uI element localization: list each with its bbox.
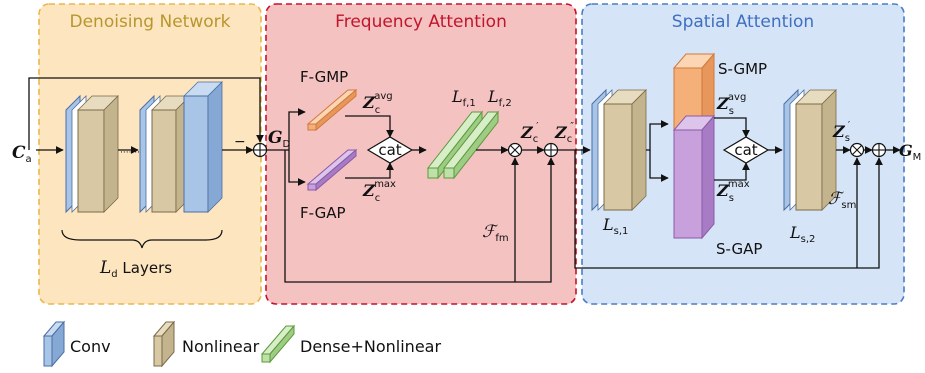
layers-dots: ······· (120, 148, 140, 158)
frequency-panel (265, 3, 577, 305)
zc-prime-label: Zc′ (520, 121, 539, 145)
denoising-skip-line (28, 77, 264, 150)
zs-prime-label: Zs′ (832, 120, 851, 144)
f-gmp-vector (306, 88, 358, 132)
denoising-final-conv (183, 81, 223, 213)
fork-to-gmp (288, 108, 306, 150)
ls2-label: Ls,2 (789, 223, 815, 245)
final-add-node (871, 142, 887, 158)
layers-label: Ld Layers (99, 258, 172, 280)
layers-brace (61, 229, 223, 249)
fsm-label: ℱsm (828, 189, 856, 211)
zs-avg-label: Zsavg (716, 92, 746, 117)
ffm-label: ℱfm (482, 222, 509, 244)
spatial-block-2 (783, 88, 837, 212)
zs-max-label: Zsmax (716, 179, 750, 204)
legend-conv: Conv (42, 320, 111, 368)
ls1-to-sgap (649, 150, 669, 182)
lf2-label: Lf,2 (487, 87, 512, 109)
legend-nonlinear-label: Nonlinear (182, 337, 260, 356)
dense-layer-2 (442, 110, 500, 180)
legend-conv-label: Conv (70, 337, 111, 356)
spatial-title: Spatial Attention (672, 12, 814, 32)
s-gap-label: S-GAP (716, 240, 762, 258)
frequency-cat-label: cat (378, 141, 401, 159)
legend-dense-label: Dense+Nonlinear (300, 337, 441, 356)
s-gmp-label: S-GMP (718, 60, 767, 78)
f-gap-vector (306, 148, 358, 192)
zc-dprime-label: Zc″ (554, 121, 574, 145)
spatial-multiply-node (849, 142, 865, 158)
minus-sign: − (234, 134, 246, 150)
zc-avg-label: Zcavg (362, 91, 393, 116)
output-gm: GM (899, 141, 921, 163)
fork-to-gap (288, 150, 306, 186)
sgap-to-cat (714, 162, 750, 181)
spatial-block-1 (591, 88, 647, 212)
spatial-cat-label: cat (734, 141, 757, 159)
denoising-title: Denoising Network (70, 12, 231, 32)
gd-label: GD (268, 128, 291, 150)
ls1-to-sgmp (646, 120, 669, 151)
frequency-add-node (543, 142, 559, 158)
input-ca: Ca (12, 143, 32, 165)
f-gap-label: F-GAP (300, 204, 346, 222)
frequency-title: Frequency Attention (335, 12, 507, 32)
sgmp-to-cat (714, 117, 750, 138)
gap-to-cat (345, 162, 394, 179)
gmp-to-cat (345, 115, 394, 138)
zc-residual-line (574, 150, 883, 269)
ls1-label: Ls,1 (602, 215, 628, 237)
f-gmp-label: F-GMP (300, 68, 348, 86)
subtract-node (252, 142, 268, 158)
denoising-block-1 (65, 94, 119, 214)
denoising-block-2 (139, 94, 191, 214)
legend-nonlinear: Nonlinear (152, 320, 260, 368)
legend-dense: Dense+Nonlinear (260, 324, 441, 364)
s-gap-map (672, 114, 716, 240)
zc-max-label: Zcmax (362, 179, 396, 204)
lf1-label: Lf,1 (451, 87, 476, 109)
gd-residual-line (284, 150, 555, 283)
frequency-multiply-node (507, 142, 523, 158)
